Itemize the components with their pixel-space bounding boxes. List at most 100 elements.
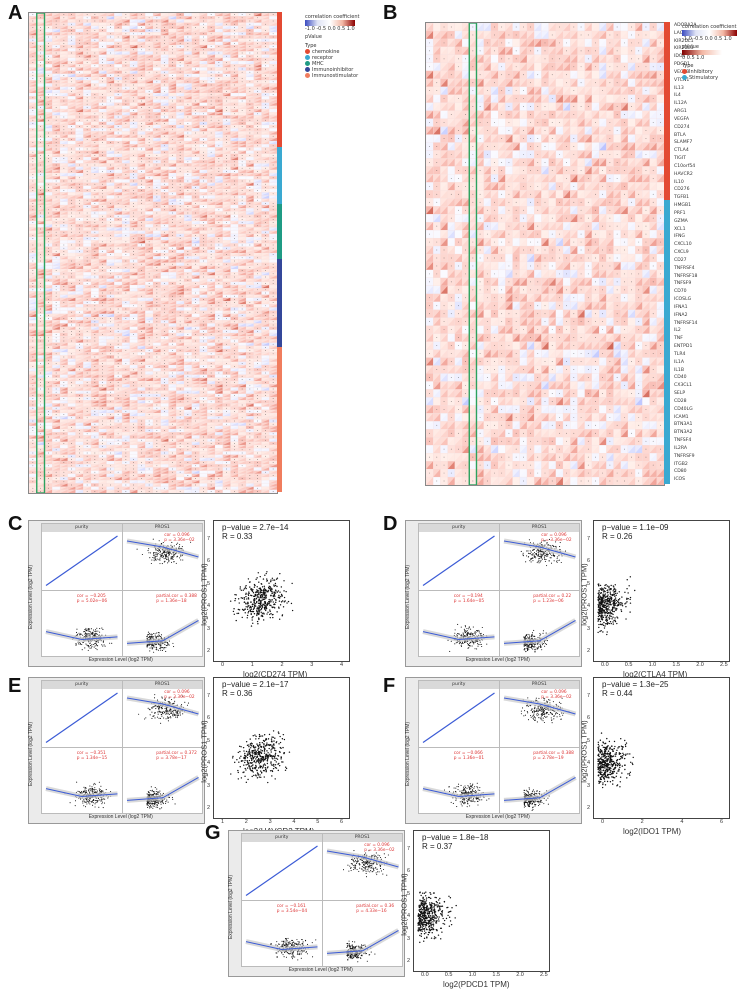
matrix-cell-plot [245, 845, 318, 896]
type-dot-icon [305, 73, 310, 78]
gene-label: CXCL9 [674, 250, 689, 256]
gene-label: XCL1 [674, 226, 686, 232]
y-axis-label: log2(PROS1 TPM) [199, 563, 209, 626]
x-tick-label: 0.5 [624, 662, 633, 668]
x-tick-label: 1.5 [672, 662, 681, 668]
matrix-cell: PROS1 [498, 523, 580, 591]
type-label: receptor [312, 55, 334, 61]
gene-label: IFNA1 [674, 304, 688, 310]
x-tick-label: 5 [316, 819, 320, 825]
matrix-cell-plot [326, 848, 399, 878]
x-tick-label: 0 [221, 662, 225, 668]
gene-label: CD40 [674, 375, 687, 381]
scatter-points [229, 571, 294, 627]
panel-letter-d: D [383, 513, 398, 535]
matrix-cell-plot [245, 937, 318, 960]
stat-cor-left: cor = −0.351 [76, 750, 106, 756]
stat-p-left: p = 3.54e−04 [276, 908, 308, 914]
x-axis-label: log2(PDCD1 TPM) [443, 980, 510, 989]
cancer-labels-a [28, 493, 276, 509]
x-tick-label: 2.5 [720, 662, 728, 668]
y-tick-label: 2 [207, 805, 211, 811]
matrix-ylabel: Expression Level (log2 TPM) [405, 721, 412, 786]
y-tick-label: 6 [587, 558, 591, 565]
y-tick-label: 7 [587, 536, 591, 542]
correlation-matrix-e: purity PROS1 cor = 0.096 p = 3.36e−02 cor = … [28, 677, 205, 824]
gene-label: TGFB1 [674, 195, 690, 201]
gene-label: SLAMF7 [674, 140, 693, 146]
matrix-cell-header: purity [419, 681, 499, 689]
matrix-cell-header: purity [419, 524, 499, 532]
type-dot-icon [305, 49, 310, 54]
correlation-matrix-g: purity PROS1 cor = 0.096 p = 3.36e−02 cor = … [228, 830, 405, 977]
stat-pp-right: p = 2.78e−19 [533, 755, 564, 761]
legend-pval-b: pValue [682, 44, 699, 50]
matrix-cell [121, 746, 203, 814]
type-dot-icon [682, 75, 687, 80]
type-strip-a [277, 12, 282, 492]
legend-pval-a: pValue [305, 34, 322, 40]
p-value-label: p−value = 1.1e−09 [602, 523, 669, 532]
y-tick-label: 2 [587, 805, 591, 811]
gene-label: BTN3A1 [674, 422, 693, 428]
gene-label: CXCL10 [674, 242, 692, 248]
type-strip-b [664, 22, 670, 484]
legend-colorbar-b [682, 30, 737, 36]
x-tick-label: 1.0 [648, 662, 657, 668]
matrix-cell-plot [503, 538, 576, 567]
matrix-cell [41, 746, 123, 814]
y-tick-label: 3 [587, 782, 591, 789]
y-tick-label: 2 [407, 958, 411, 964]
y-tick-label: 6 [207, 715, 211, 722]
x-tick-label: 0 [601, 819, 605, 825]
x-tick-label: 3 [268, 819, 272, 825]
matrix-cell-plot [422, 692, 495, 743]
panel-letter-f: F [383, 675, 396, 697]
x-tick-label: 4 [680, 819, 684, 825]
stat-cor-left: cor = −0.194 [453, 593, 483, 599]
stat-pp-right: p = 1.36e−18 [156, 598, 187, 604]
matrix-cell-plot [45, 627, 118, 651]
matrix-cell-header: purity [242, 834, 322, 842]
legend-b: correlation coefficient -1.0 -0.5 0.0 0.… [682, 24, 740, 81]
gene-label: CD40LG [674, 406, 693, 412]
gene-labels-b: ADORA2A LAG3 KIR2DL1 KIR2DL3 IDO1 PDCD1 VEGFB V… [672, 22, 712, 484]
gene-label: CD70 [674, 289, 687, 295]
stat-pcor-right: partial.cor = 0.388 [156, 593, 197, 599]
gene-label: IFNA2 [674, 312, 688, 318]
y-axis-label: log2(PROS1 TPM) [399, 873, 409, 936]
gene-label: PDCD1 [674, 62, 690, 68]
gene-label: CD276 [674, 187, 690, 193]
x-tick-label: 2 [244, 819, 248, 825]
matrix-ylabel: Expression Level (log2 TPM) [228, 874, 235, 939]
x-axis-label: log2(CD274 TPM) [243, 670, 308, 679]
legend-type-title-a: Type [305, 43, 317, 49]
scatter-points [597, 576, 636, 636]
x-tick-label: 2.5 [540, 972, 548, 978]
type-label: Stimulatory [689, 75, 719, 81]
panel-letter-a: A [8, 2, 23, 24]
x-tick-label: 6 [720, 819, 724, 825]
heatmap-grid [426, 23, 664, 485]
gene-label: IL2RA [674, 445, 687, 451]
x-tick-label: 0.0 [601, 662, 609, 668]
y-tick-label: 3 [587, 625, 591, 632]
type-dot-icon [305, 67, 310, 72]
legend-title-a: correlation coefficient [305, 14, 360, 20]
scatter-points [230, 730, 291, 784]
matrix-cell-plot [126, 774, 200, 809]
type-label: Immunostimulator [312, 73, 359, 79]
matrix-cell [321, 899, 403, 967]
type-label: Inhibitory [689, 69, 713, 75]
matrix-xlabel: Expression Level (log2 TPM) [465, 814, 530, 820]
gene-label: CD274 [674, 124, 690, 130]
matrix-cell [121, 589, 203, 657]
gene-label: VTCN1 [674, 77, 690, 83]
heatmap-grid [29, 13, 277, 493]
heatmap-b [425, 22, 665, 486]
stat-p-top: p = 3.36e−02 [541, 538, 572, 543]
matrix-cell [418, 746, 500, 814]
legend-ticks-a: -1.0 -0.5 0.0 0.5 1.0 [305, 26, 355, 32]
scatter-points [597, 732, 634, 789]
stat-cor-left: cor = −0.066 [453, 750, 483, 756]
